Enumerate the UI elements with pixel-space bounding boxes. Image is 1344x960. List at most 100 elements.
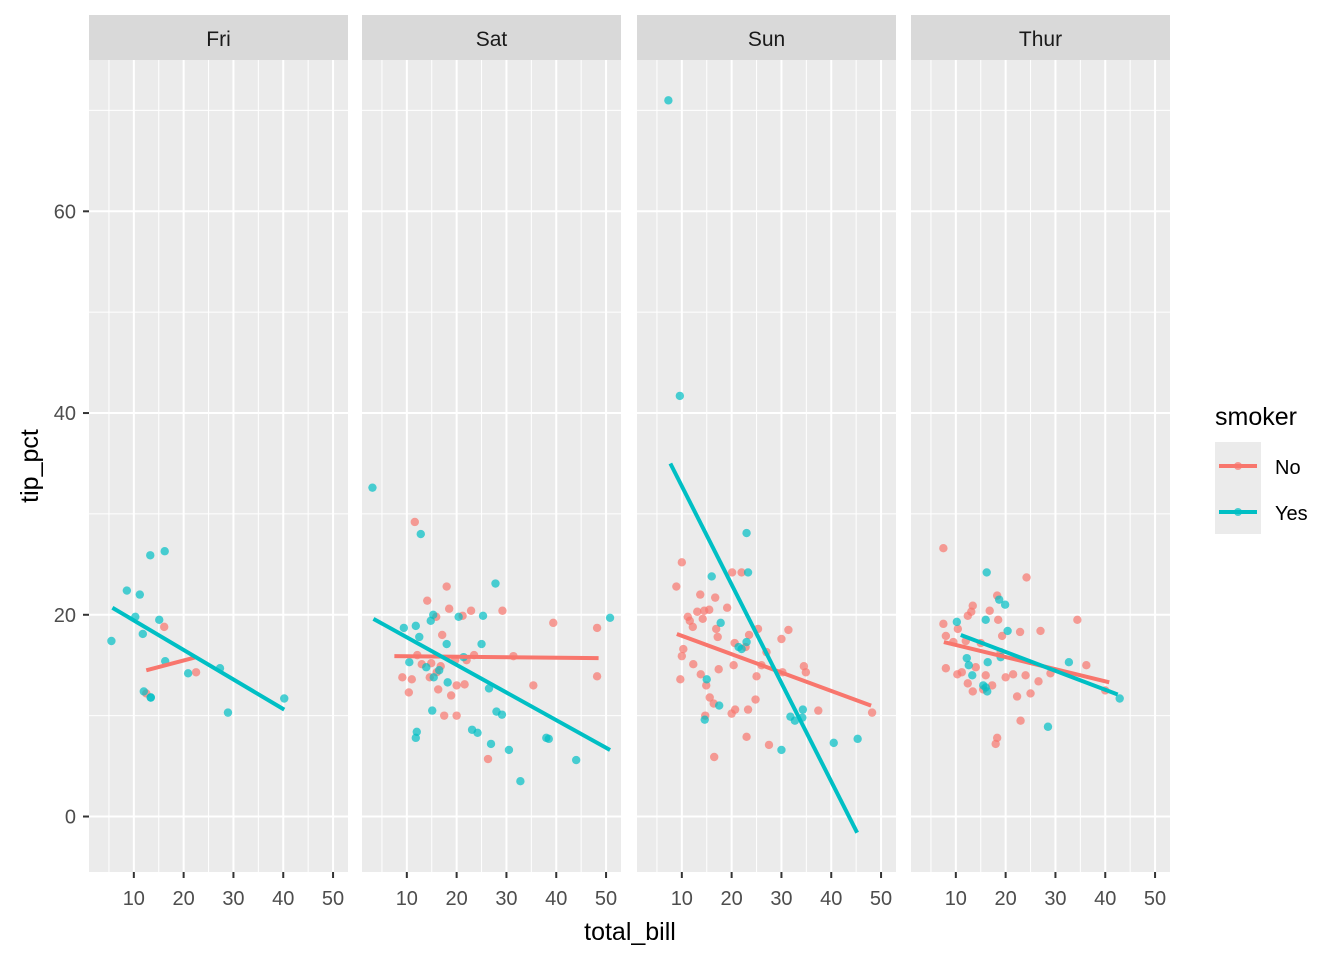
data-point-no [434,685,443,694]
x-tick-label: 30 [1044,888,1066,910]
data-point-no [696,670,705,679]
data-point-no [764,740,774,750]
data-point-no [693,607,702,616]
data-point-no [483,754,493,764]
y-tick-label: 20 [54,605,76,627]
data-point-no [444,604,454,613]
data-point-no [460,680,469,689]
data-point-no [498,606,507,615]
data-point-yes [777,745,786,755]
data-point-yes [454,612,463,621]
data-point-no [404,688,414,697]
data-point-no [592,623,602,633]
data-point-yes [223,708,233,717]
data-point-yes [1115,694,1124,703]
data-point-no [679,644,688,654]
data-point-yes [411,621,420,631]
facet-strip-label: Thur [1019,28,1062,51]
data-point-yes [853,734,862,744]
facet-strip [911,15,1170,60]
data-point-yes [183,669,193,678]
data-point-yes [411,733,420,743]
data-point-no [991,739,1000,749]
data-point-yes [139,687,148,696]
facet-strip-label: Fri [206,28,231,51]
data-point-no [968,687,977,696]
data-point-no [689,660,698,669]
data-point-yes [368,483,377,492]
data-point-no [452,711,461,720]
data-point-no [677,558,687,567]
panel-background [362,60,621,872]
data-point-no [743,705,753,714]
data-point-yes [429,610,438,619]
y-axis: 0 20 40 60 [54,201,89,829]
data-point-yes [544,734,553,744]
legend-entry-no[interactable]: No [1219,457,1301,479]
data-point-yes [504,745,514,755]
data-point-no [993,615,1003,625]
data-point-no [941,664,951,673]
data-point-no [867,708,877,717]
data-point-no [1026,689,1035,698]
legend-entry-yes[interactable]: Yes [1219,503,1308,525]
data-point-yes [442,639,451,649]
x-tick-label: 50 [870,888,892,910]
y-tick-label: 60 [54,201,76,223]
data-point-no [727,568,737,577]
data-point-no [702,681,711,690]
data-point-no [752,672,761,681]
data-point-no [160,622,169,632]
legend-key-background [1215,442,1261,534]
data-point-yes [399,623,409,633]
data-point-yes [979,681,988,690]
x-tick-label: 10 [671,888,693,910]
panel-background [89,60,348,872]
data-point-no [968,601,977,610]
data-point-no [1073,615,1082,625]
data-point-yes [516,777,525,786]
data-point-yes [1000,600,1010,609]
x-tick-label: 50 [1144,888,1166,910]
data-point-no [1008,670,1018,679]
legend-label-no: No [1275,457,1301,479]
y-tick-label: 0 [65,807,76,829]
data-point-yes [146,551,155,560]
data-point-yes [982,568,991,577]
facet-strip [637,15,896,60]
data-point-yes [415,632,424,642]
legend-title: smoker [1215,403,1297,431]
data-point-no [398,673,407,682]
x-tick-label: 10 [396,888,418,910]
data-point-yes [422,663,431,672]
data-point-yes [700,715,709,724]
data-point-yes [478,611,488,620]
x-tick-label: 30 [770,888,792,910]
data-point-no [953,624,963,634]
data-point-yes [964,661,973,670]
data-point-no [439,711,449,720]
data-point-yes [962,653,971,663]
data-point-no [997,631,1007,641]
data-point-yes [484,684,494,693]
x-tick-label: 20 [173,888,195,910]
panel-background [637,60,896,872]
data-point-no [407,675,417,684]
data-point-yes [1064,657,1074,667]
data-point-yes [994,595,1004,604]
data-point-no [688,622,697,632]
data-point-no [1021,671,1030,680]
data-point-no [1001,673,1010,682]
data-point-yes [107,636,116,646]
data-point-no [985,606,994,615]
data-point-yes [664,96,673,105]
legend-label-yes: Yes [1275,503,1308,525]
data-point-yes [491,579,500,588]
data-point-yes [443,678,452,687]
data-point-yes [122,586,132,595]
data-point-no [437,630,447,640]
x-tick-label: 20 [995,888,1017,910]
data-point-no [730,705,740,714]
data-point-no [423,596,432,605]
